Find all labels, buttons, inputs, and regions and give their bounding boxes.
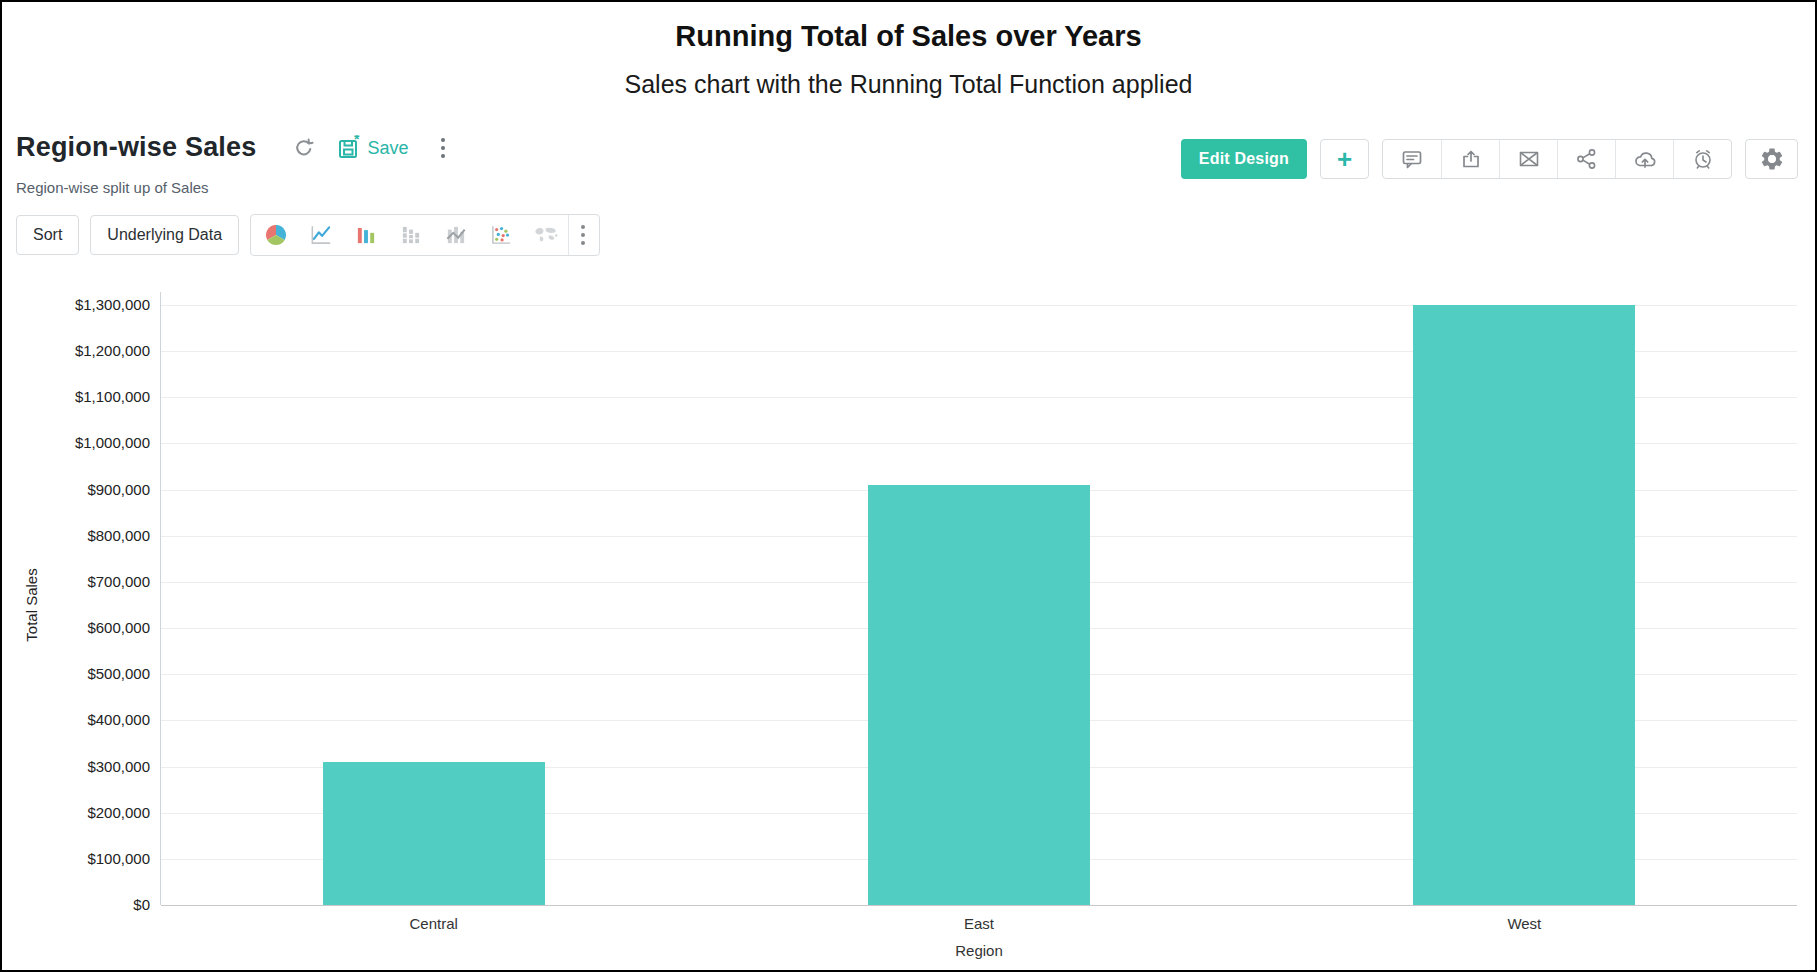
- share-icon[interactable]: [1557, 140, 1615, 178]
- x-axis-category-label: West: [1424, 915, 1624, 932]
- chart-toolbar: Sort Underlying Data: [16, 214, 600, 256]
- line-chart-icon[interactable]: [298, 215, 343, 255]
- y-axis-tick-label: $500,000: [32, 664, 150, 684]
- y-axis-tick-label: $1,000,000: [32, 433, 150, 453]
- y-axis-tick-label: $900,000: [32, 480, 150, 500]
- y-axis-tick-label: $200,000: [32, 803, 150, 823]
- comment-icon[interactable]: [1383, 140, 1441, 178]
- report-title: Region-wise Sales: [16, 132, 256, 163]
- report-subtitle: Region-wise split up of Sales: [16, 179, 209, 196]
- bar-east[interactable]: [868, 485, 1090, 905]
- y-axis-tick-label: $0: [32, 895, 150, 915]
- edit-design-button[interactable]: Edit Design: [1181, 139, 1307, 179]
- plus-icon: +: [1337, 144, 1352, 175]
- pie-chart-icon[interactable]: [253, 215, 298, 255]
- y-axis-tick-label: $800,000: [32, 526, 150, 546]
- y-axis-tick-label: $1,100,000: [32, 387, 150, 407]
- gear-icon[interactable]: [1746, 140, 1797, 178]
- scatter-chart-icon[interactable]: [478, 215, 523, 255]
- bar-central[interactable]: [323, 762, 545, 905]
- y-axis-tick-label: $700,000: [32, 572, 150, 592]
- y-axis-tick-label: $300,000: [32, 757, 150, 777]
- save-label: Save: [367, 138, 408, 159]
- y-axis-tick-label: $400,000: [32, 710, 150, 730]
- page-subtitle: Sales chart with the Running Total Funct…: [2, 70, 1815, 99]
- page-title: Running Total of Sales over Years: [2, 20, 1815, 53]
- settings-group: [1745, 139, 1798, 179]
- share-actions-group: [1382, 139, 1732, 179]
- refresh-icon[interactable]: [292, 136, 316, 160]
- export-icon[interactable]: [1441, 140, 1499, 178]
- chart-type-switcher: [250, 214, 600, 256]
- plot-area: [161, 305, 1797, 905]
- underlying-data-button[interactable]: Underlying Data: [90, 215, 239, 255]
- bar-chart-icon[interactable]: [343, 215, 388, 255]
- email-icon[interactable]: [1499, 140, 1557, 178]
- x-axis-title: Region: [161, 942, 1797, 959]
- report-header: Region-wise Sales * Save: [16, 132, 451, 163]
- y-axis-tick-label: $1,300,000: [32, 295, 150, 315]
- chart-type-more-icon[interactable]: [569, 221, 597, 249]
- header-actions: Edit Design +: [1181, 139, 1798, 179]
- bar-line-chart-icon[interactable]: [433, 215, 478, 255]
- bar-west[interactable]: [1413, 305, 1635, 905]
- sort-button[interactable]: Sort: [16, 215, 79, 255]
- stacked-bar-chart-icon[interactable]: [388, 215, 433, 255]
- x-axis-category-label: Central: [334, 915, 534, 932]
- unsaved-asterisk: *: [354, 135, 360, 147]
- alarm-icon[interactable]: [1673, 140, 1731, 178]
- y-axis-tick-label: $100,000: [32, 849, 150, 869]
- x-axis-category-label: East: [879, 915, 1079, 932]
- cloud-upload-icon[interactable]: [1615, 140, 1673, 178]
- save-button[interactable]: * Save: [336, 135, 408, 161]
- gridline: [161, 905, 1797, 906]
- y-axis-tick-label: $600,000: [32, 618, 150, 638]
- y-axis-tick-label: $1,200,000: [32, 341, 150, 361]
- kebab-menu-icon[interactable]: [435, 134, 451, 162]
- add-button[interactable]: +: [1320, 139, 1369, 179]
- map-chart-icon[interactable]: [523, 215, 568, 255]
